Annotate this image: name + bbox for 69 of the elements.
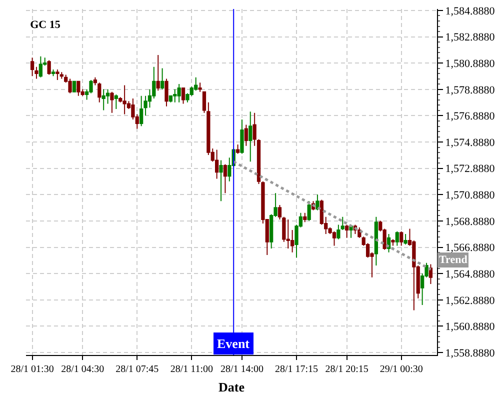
candlestick xyxy=(286,218,290,249)
candlestick xyxy=(248,111,252,162)
y-tick-label: 1,572.8880 xyxy=(445,163,496,176)
y-tick-label: 1,580.8880 xyxy=(445,58,496,70)
y-tick-label: 1,560.8880 xyxy=(445,321,496,334)
candlestick xyxy=(51,69,56,77)
candlestick xyxy=(404,233,408,245)
y-tick-label: 1,584.8880 xyxy=(445,5,496,18)
candlestick xyxy=(156,54,160,92)
candlestick xyxy=(400,230,404,246)
candlestick xyxy=(181,87,186,104)
candlestick xyxy=(68,78,72,94)
candlestick xyxy=(76,80,80,96)
x-tick-label: 28/1 20:15 xyxy=(325,364,368,375)
candlestick xyxy=(140,95,144,127)
x-tick-label: 28/1 14:00 xyxy=(220,364,264,375)
candlestick xyxy=(122,84,126,115)
annotation: Event xyxy=(217,336,250,351)
candlestick xyxy=(252,112,256,146)
candlestick xyxy=(56,69,60,81)
candlestick xyxy=(102,88,106,111)
candlestick xyxy=(345,224,349,238)
candlestick xyxy=(236,144,240,154)
candlestick xyxy=(244,124,248,146)
candlestick xyxy=(38,56,42,78)
candlestick xyxy=(177,83,181,103)
y-tick-label: 1,574.8880 xyxy=(445,136,496,149)
x-tick-label: 28/1 01:30 xyxy=(10,364,54,375)
y-tick-label: 1,578.8880 xyxy=(445,84,496,96)
candlestick xyxy=(303,212,307,223)
x-tick-label: 28/1 04:30 xyxy=(61,364,104,375)
x-axis-title: Date xyxy=(218,380,245,395)
candlestick xyxy=(240,119,244,154)
candlestick xyxy=(110,91,114,114)
y-tick-label: 1,582.8880 xyxy=(445,32,496,44)
candlestick xyxy=(98,82,102,103)
y-tick-label: 1,570.8880 xyxy=(445,190,496,202)
y-tick-label: 1,564.8880 xyxy=(445,268,496,280)
candlestick xyxy=(60,72,64,80)
candlestick xyxy=(164,78,168,107)
x-tick-label: 28/1 11:00 xyxy=(170,364,214,375)
y-tick-label: 1,562.8880 xyxy=(445,294,496,307)
candlestick xyxy=(374,216,378,266)
candlestick xyxy=(160,68,164,90)
candlestick xyxy=(332,230,336,246)
candlestick xyxy=(223,164,228,194)
y-tick-label: 1,558.8880 xyxy=(445,347,496,360)
candlestick xyxy=(395,230,399,246)
candlestick xyxy=(307,200,311,222)
candlestick xyxy=(93,76,98,86)
y-tick-label: 1,568.8880 xyxy=(445,216,496,228)
candlestick xyxy=(391,238,395,246)
y-tick-label: 1,576.8880 xyxy=(445,110,496,123)
candlestick xyxy=(316,194,320,211)
candlestick xyxy=(202,91,206,114)
candlestick xyxy=(114,94,118,110)
series-label: Trend xyxy=(439,254,468,266)
x-tick-label: 28/1 17:15 xyxy=(274,364,318,375)
candlestick xyxy=(215,149,219,180)
x-tick-label: 29/1 00:30 xyxy=(380,364,423,375)
candlestick xyxy=(30,57,34,77)
candlestick xyxy=(198,82,202,92)
x-tick-label: 28/1 07:45 xyxy=(116,364,159,375)
candlestick xyxy=(278,204,282,220)
y-tick-label: 1,566.8880 xyxy=(445,242,496,254)
candlestick xyxy=(47,60,51,76)
candlestick xyxy=(219,160,223,202)
candlestick xyxy=(72,80,76,92)
text: GC 15 xyxy=(30,18,61,31)
